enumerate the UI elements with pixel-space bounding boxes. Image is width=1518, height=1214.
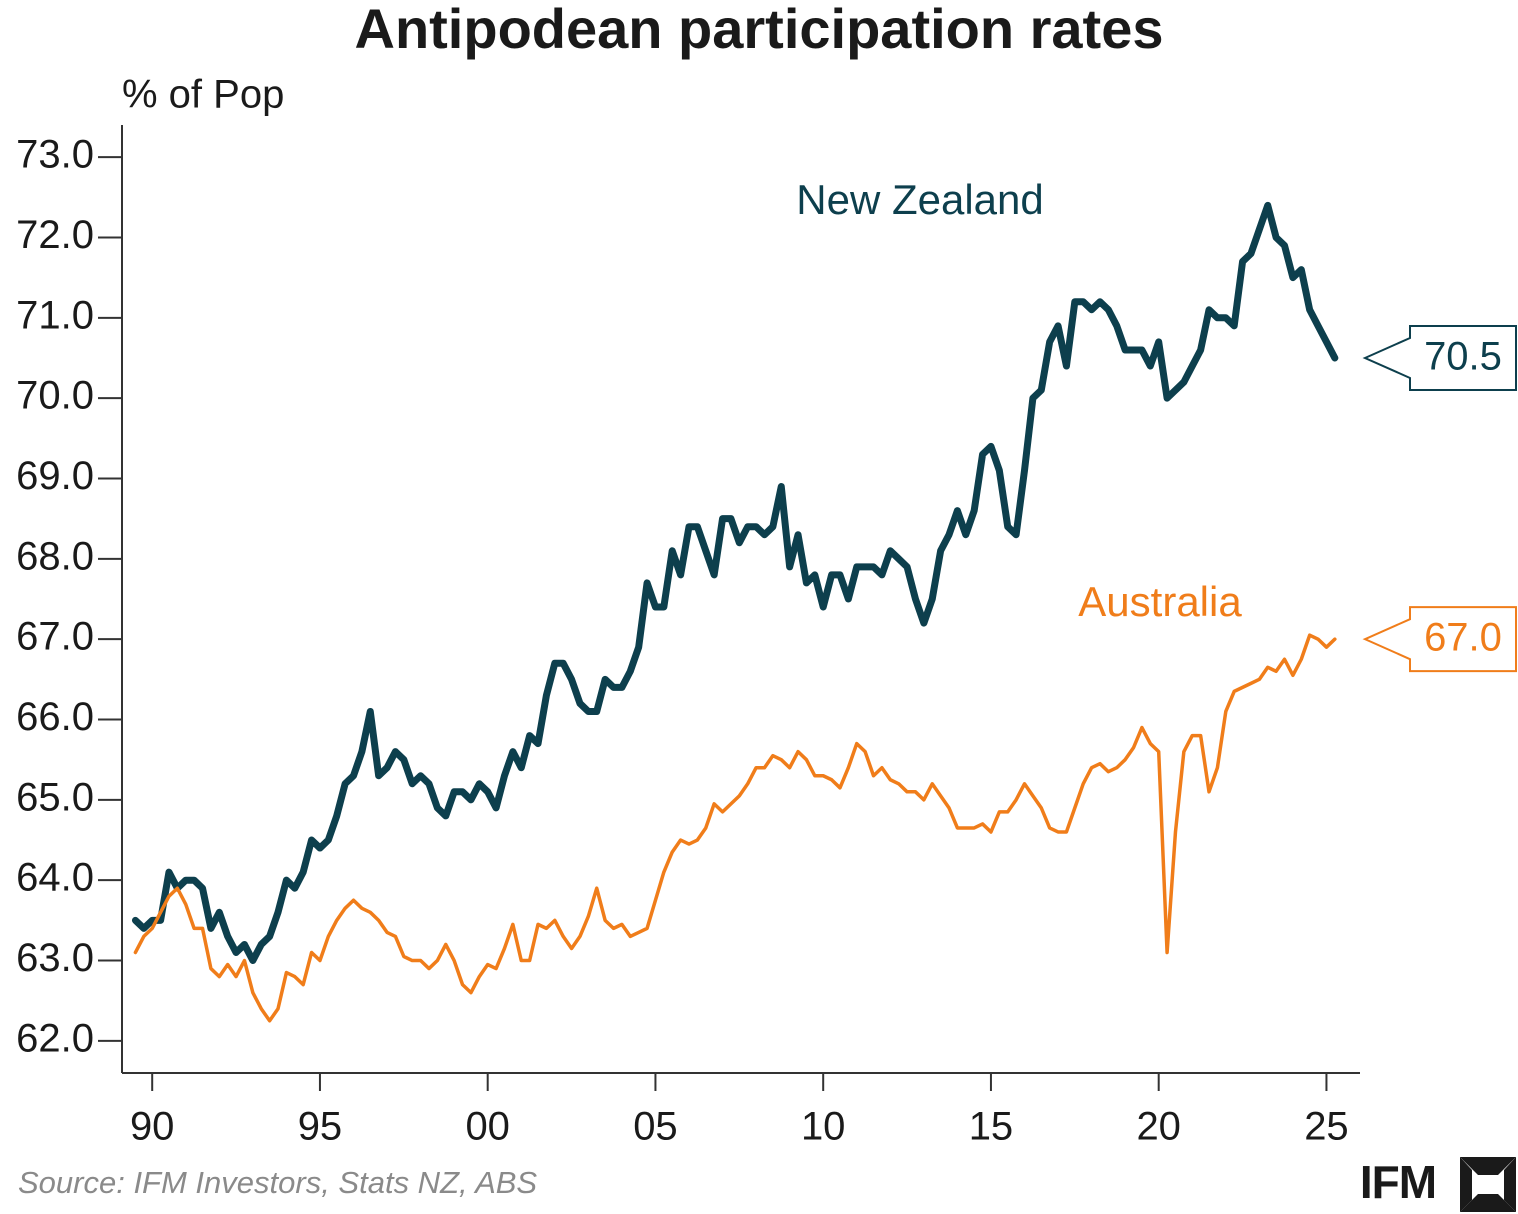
end-label-box bbox=[1362, 324, 1517, 391]
x-tick-label: 15 bbox=[969, 1105, 1014, 1149]
y-tick-label: 64.0 bbox=[16, 856, 94, 900]
x-tick-label: 05 bbox=[633, 1105, 678, 1149]
y-tick-label: 65.0 bbox=[16, 775, 94, 819]
source-note: Source: IFM Investors, Stats NZ, ABS bbox=[18, 1165, 537, 1200]
y-tick-label: 71.0 bbox=[16, 293, 94, 337]
series-label: New Zealand bbox=[796, 176, 1043, 223]
series-line bbox=[133, 633, 1337, 1023]
y-tick-label: 70.0 bbox=[16, 374, 94, 418]
logo-text: IFM bbox=[1360, 1156, 1436, 1208]
x-tick-label: 00 bbox=[465, 1105, 510, 1149]
y-tick-label: 72.0 bbox=[16, 213, 94, 257]
series-label: Australia bbox=[1078, 578, 1242, 625]
end-label-box bbox=[1362, 606, 1517, 673]
x-tick-label: 90 bbox=[130, 1105, 175, 1149]
y-tick-label: 69.0 bbox=[16, 454, 94, 498]
end-label: 70.5 bbox=[1424, 335, 1502, 379]
x-tick-label: 10 bbox=[801, 1105, 846, 1149]
x-tick-label: 95 bbox=[298, 1105, 343, 1149]
y-tick-label: 73.0 bbox=[16, 133, 94, 177]
x-tick-label: 20 bbox=[1136, 1105, 1181, 1149]
x-tick-label: 25 bbox=[1304, 1105, 1349, 1149]
chart-title: Antipodean participation rates bbox=[355, 0, 1164, 60]
y-axis-label: % of Pop bbox=[122, 73, 284, 117]
logo-icon bbox=[1460, 1157, 1516, 1212]
y-tick-label: 62.0 bbox=[16, 1016, 94, 1060]
y-tick-label: 67.0 bbox=[16, 615, 94, 659]
series-line bbox=[131, 201, 1339, 965]
y-tick-label: 63.0 bbox=[16, 936, 94, 980]
y-tick-label: 66.0 bbox=[16, 695, 94, 739]
y-tick-label: 68.0 bbox=[16, 534, 94, 578]
end-label: 67.0 bbox=[1424, 616, 1502, 660]
